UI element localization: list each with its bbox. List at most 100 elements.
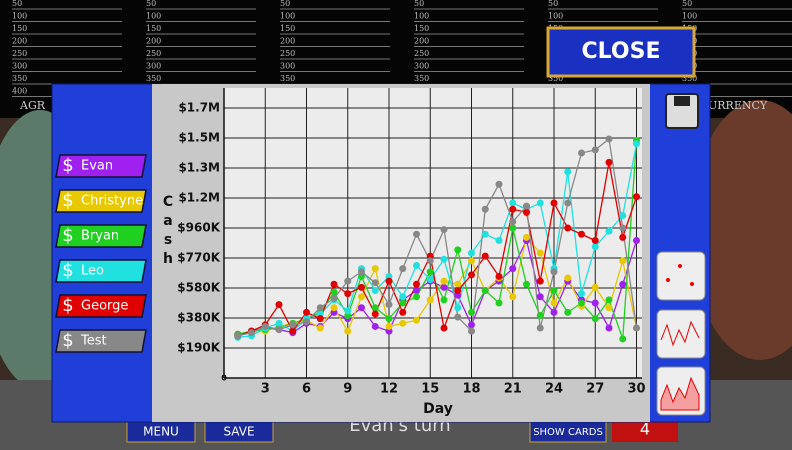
data-point — [385, 322, 393, 330]
data-point — [550, 308, 558, 316]
data-point — [523, 280, 530, 288]
bg-scale-label: 100 — [682, 12, 697, 21]
bg-scale-label: 350 — [146, 74, 161, 83]
legend-name[interactable]: Christyne — [81, 194, 143, 209]
bg-scale-label: 300 — [12, 62, 27, 71]
data-point — [550, 299, 558, 307]
data-point — [468, 257, 475, 265]
y-tick-label: $770K — [177, 251, 220, 265]
data-point — [454, 313, 462, 321]
data-point — [440, 283, 448, 291]
bg-scale-label: 50 — [146, 0, 156, 8]
menu-label[interactable]: MENU — [143, 425, 179, 439]
close-label[interactable]: CLOSE — [582, 39, 661, 64]
data-point — [426, 257, 434, 265]
legend-currency: $ — [62, 295, 73, 316]
data-point — [536, 312, 544, 319]
legend-name[interactable]: George — [81, 299, 128, 314]
data-point — [605, 135, 613, 143]
bg-scale-label: 150 — [414, 24, 429, 33]
data-point — [413, 280, 420, 288]
data-point — [261, 322, 269, 330]
data-point — [564, 168, 572, 176]
legend-button[interactable] — [55, 259, 147, 283]
x-tick-label: 24 — [545, 382, 563, 397]
data-point — [536, 324, 544, 332]
data-point — [591, 146, 599, 154]
show-cards-label[interactable]: SHOW CARDS — [533, 427, 603, 438]
data-point — [495, 299, 503, 307]
x-tick-label: 9 — [343, 382, 352, 397]
counter-box — [612, 420, 678, 442]
legend-name[interactable]: Evan — [81, 159, 113, 174]
data-point — [399, 319, 407, 327]
data-point — [468, 249, 475, 257]
legend-name[interactable]: Leo — [81, 264, 104, 279]
data-point — [605, 296, 613, 304]
data-point — [316, 315, 324, 323]
save-icon-part — [674, 96, 690, 106]
y-tick-label: $580K — [177, 281, 220, 295]
bg-scale-label: 300 — [146, 62, 161, 71]
legend-button[interactable] — [55, 294, 147, 318]
data-point — [509, 205, 517, 213]
bg-scale-label: 150 — [12, 24, 27, 33]
data-point — [330, 280, 338, 288]
data-point — [481, 287, 489, 294]
data-point — [633, 140, 640, 148]
save-label[interactable]: SAVE — [223, 425, 254, 439]
legend-button[interactable] — [55, 329, 147, 353]
data-point — [275, 326, 283, 334]
legend-button[interactable] — [55, 224, 147, 248]
data-point — [454, 246, 462, 254]
data-point — [440, 255, 448, 263]
data-point — [619, 335, 627, 343]
data-point — [523, 202, 530, 210]
scatter-icon[interactable] — [656, 251, 706, 301]
data-point — [495, 237, 503, 244]
data-point — [605, 158, 613, 166]
data-point — [330, 288, 338, 296]
data-point — [481, 205, 489, 213]
data-point — [619, 212, 627, 219]
data-point — [591, 237, 599, 244]
data-point — [358, 304, 365, 312]
data-point — [468, 271, 475, 279]
data-point — [550, 199, 558, 207]
legend-button[interactable] — [55, 154, 147, 178]
data-point — [413, 287, 420, 294]
data-point — [426, 276, 434, 284]
data-point — [289, 327, 297, 335]
data-point — [509, 199, 517, 207]
icon-dot — [690, 282, 694, 286]
bg-scale-label: 50 — [548, 0, 558, 8]
data-point — [564, 274, 572, 282]
data-point — [385, 301, 393, 309]
data-point — [591, 243, 599, 251]
data-point — [358, 268, 365, 276]
data-point — [385, 315, 393, 323]
data-point — [440, 226, 448, 234]
bg-scale-label: 100 — [548, 12, 563, 21]
legend-name[interactable]: Test — [80, 334, 107, 349]
close-button[interactable] — [546, 26, 696, 78]
data-point — [619, 233, 627, 241]
data-point — [536, 277, 544, 285]
data-point — [578, 149, 585, 157]
data-point — [633, 193, 640, 201]
data-point — [550, 287, 558, 294]
bg-label: URRENCY — [708, 99, 768, 112]
data-point — [633, 324, 640, 332]
data-point — [564, 224, 572, 232]
data-point — [440, 277, 448, 285]
bg-scale-label: 200 — [12, 37, 27, 46]
data-point — [371, 265, 379, 273]
data-point — [509, 218, 517, 226]
data-point — [358, 293, 365, 301]
legend-name[interactable]: Bryan — [81, 229, 119, 244]
legend-button[interactable] — [55, 189, 147, 213]
bg-scale-label: 200 — [414, 37, 429, 46]
data-point — [344, 277, 352, 285]
data-point — [440, 296, 448, 304]
